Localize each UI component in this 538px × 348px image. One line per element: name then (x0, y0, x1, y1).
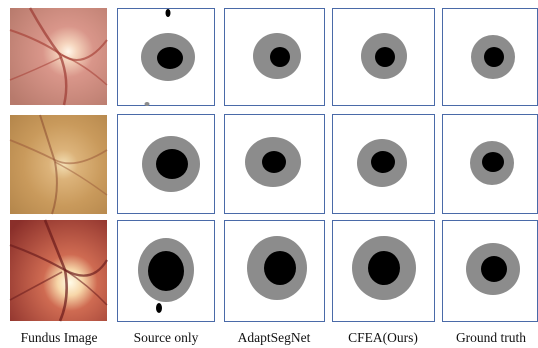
panel-ground-truth-2 (442, 114, 538, 214)
panel-source-only-3 (117, 220, 215, 322)
fundus-image-2 (9, 114, 108, 215)
optic-cup (156, 149, 188, 179)
panel-cfea-2 (332, 114, 435, 214)
panel-ground-truth-1 (442, 8, 538, 106)
caption-ground-truth: Ground truth (455, 330, 527, 345)
optic-cup (148, 251, 184, 291)
panel-adaptsegnet-1 (224, 8, 325, 106)
panel-ground-truth-3 (442, 220, 538, 322)
optic-cup (368, 251, 400, 285)
optic-cup (375, 47, 395, 67)
panel-adaptsegnet-3 (224, 220, 325, 322)
optic-cup (157, 47, 183, 69)
panel-source-only-2 (117, 114, 215, 214)
panel-adaptsegnet-2 (224, 114, 325, 214)
row-1 (9, 7, 538, 106)
optic-cup (484, 47, 504, 67)
caption-fundus-image: Fundus Image (20, 330, 98, 345)
row-3 (9, 219, 538, 322)
fundus-image-3 (9, 219, 108, 322)
panel-source-only-1 (117, 8, 215, 106)
optic-cup (481, 256, 507, 282)
optic-cup (270, 47, 290, 67)
optic-cup (262, 151, 286, 173)
row-2 (9, 114, 538, 215)
caption-cfea: CFEA(Ours) (348, 330, 418, 345)
optic-cup (264, 251, 296, 285)
caption-source-only: Source only (133, 330, 199, 345)
panel-cfea-1 (332, 8, 435, 106)
fundus-image-1 (9, 7, 108, 106)
optic-cup (482, 152, 504, 172)
caption-adaptsegnet: AdaptSegNet (237, 330, 311, 345)
optic-cup (371, 151, 395, 173)
panel-cfea-3 (332, 220, 435, 322)
